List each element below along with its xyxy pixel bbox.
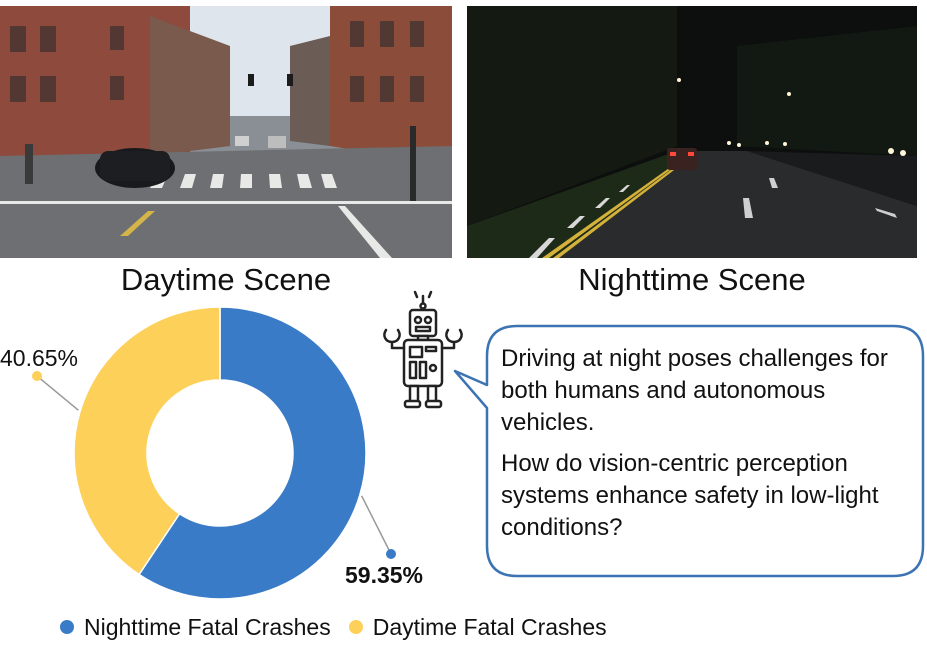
daytime-scene-photo bbox=[0, 6, 452, 258]
legend-marker-day bbox=[348, 620, 363, 634]
speech-paragraph-2: How do vision-centric perception systems… bbox=[501, 450, 879, 541]
fatal-crashes-donut-chart: 40.65% 59.35% bbox=[0, 290, 470, 610]
donut-svg bbox=[32, 306, 396, 600]
leader-dot-day bbox=[32, 371, 42, 381]
nighttime-percent-label: 59.35% bbox=[345, 562, 424, 588]
donut-slice-day bbox=[73, 306, 221, 576]
donut-slice-night bbox=[138, 306, 367, 600]
daytime-percent-label: 40.65% bbox=[0, 345, 79, 371]
leader-line-night bbox=[360, 495, 392, 555]
legend-label-night: Nighttime Fatal Crashes bbox=[84, 613, 331, 640]
speech-paragraph-1: Driving at night poses challenges for bo… bbox=[501, 345, 888, 436]
daytime-scene-caption: Daytime Scene bbox=[120, 262, 332, 297]
legend-item-night: Nighttime Fatal Crashes bbox=[60, 614, 331, 641]
leader-line-day bbox=[36, 375, 79, 411]
chart-legend: Nighttime Fatal Crashes Daytime Fatal Cr… bbox=[60, 612, 625, 642]
speech-bubble bbox=[453, 324, 925, 578]
leader-dot-night bbox=[386, 549, 396, 559]
robot-icon bbox=[383, 290, 463, 409]
nighttime-scene-caption: Nighttime Scene bbox=[578, 262, 806, 297]
legend-item-day: Daytime Fatal Crashes bbox=[348, 613, 607, 641]
legend-marker-night bbox=[60, 620, 74, 634]
nighttime-scene-photo bbox=[467, 6, 917, 258]
speech-bubble-text: Driving at night poses challenges for bo… bbox=[501, 343, 919, 553]
legend-label-day: Daytime Fatal Crashes bbox=[372, 613, 607, 640]
